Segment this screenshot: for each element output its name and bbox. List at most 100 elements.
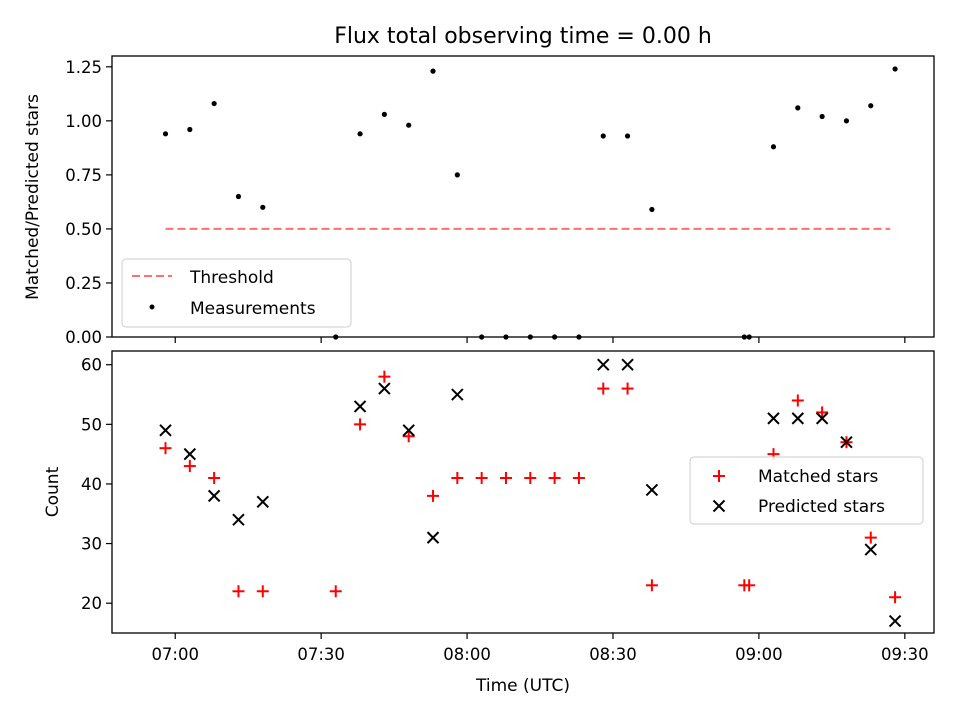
legend-matched-marker	[713, 470, 725, 482]
measurement-point	[843, 118, 850, 124]
bottom-x-ticks: 07:00 07:30 08:00 08:30 09:00 09:30	[151, 633, 929, 664]
y-tick-label: 1.25	[65, 58, 102, 77]
measurement-points	[162, 66, 898, 340]
legend-measurements-label: Measurements	[190, 299, 316, 319]
predicted-star-point	[451, 388, 464, 401]
top-y-axis-label: Matched/Predicted stars	[23, 94, 43, 300]
predicted-star-point	[621, 358, 634, 371]
predicted-star-point	[183, 447, 197, 461]
matched-star-point	[159, 442, 172, 455]
measurement-point	[868, 103, 874, 109]
predicted-star-point	[597, 358, 610, 371]
measurement-point	[430, 68, 436, 74]
predicted-star-point	[378, 382, 391, 395]
predicted-star-point	[815, 412, 829, 425]
legend-predicted-swatch	[712, 499, 726, 513]
y-tick-label: 0.00	[65, 328, 102, 347]
measurement-point	[260, 204, 266, 210]
measurement-point	[600, 133, 606, 139]
legend-predicted-marker	[712, 499, 726, 513]
legend-measurements-swatch	[149, 304, 155, 310]
x-tick-label: 07:00	[151, 645, 199, 664]
x-tick-label: 08:00	[443, 645, 491, 664]
bottom-y-axis-label: Count	[43, 466, 63, 517]
measurement-point	[211, 100, 217, 107]
legend-matched-label: Matched stars	[758, 467, 878, 487]
legend-threshold-label: Threshold	[189, 268, 274, 288]
measurement-point	[795, 105, 801, 111]
matched-star-point	[791, 394, 804, 407]
measurement-point	[406, 122, 412, 128]
matched-star-point	[208, 471, 221, 484]
x-axis-label: Time (UTC)	[475, 676, 570, 696]
predicted-star-point	[159, 424, 172, 437]
predicted-star-point	[256, 495, 269, 509]
matched-star-point	[889, 591, 902, 604]
matched-star-point	[183, 460, 196, 473]
predicted-star-point	[864, 543, 877, 556]
bottom-axes-frame	[111, 350, 935, 634]
measurement-point	[649, 206, 655, 213]
x-tick-label: 07:30	[297, 645, 345, 664]
y-tick-label: 40	[81, 475, 102, 494]
bottom-legend: Matched stars Predicted stars	[689, 456, 924, 525]
y-tick-label: 30	[81, 535, 102, 554]
predicted-star-point	[207, 489, 221, 503]
top-legend-box	[121, 258, 352, 328]
measurement-point	[162, 131, 169, 137]
predicted-star-point	[353, 400, 367, 413]
predicted-star-point	[426, 531, 440, 544]
matched-star-point	[427, 489, 440, 502]
bottom-y-ticks: 20 30 40 50 60	[81, 356, 112, 613]
x-tick-label: 08:30	[589, 645, 637, 664]
predicted-star-point	[645, 483, 659, 497]
y-tick-label: 50	[81, 415, 102, 434]
matched-star-point	[864, 531, 877, 544]
measurement-point	[770, 144, 777, 150]
legend-matched-swatch	[713, 470, 725, 482]
y-tick-label: 60	[81, 356, 102, 375]
measurement-point	[454, 172, 460, 178]
y-tick-label: 0.25	[65, 274, 102, 293]
y-tick-label: 0.50	[65, 220, 102, 239]
predicted-star-point	[402, 424, 415, 437]
matched-star-point	[475, 471, 488, 484]
matched-star-point	[816, 406, 829, 419]
legend-predicted-label: Predicted stars	[758, 497, 885, 517]
matched-star-point	[354, 418, 367, 431]
y-tick-label: 20	[81, 594, 102, 613]
top-legend: Threshold Measurements	[121, 258, 352, 328]
matched-star-point	[378, 370, 391, 383]
measurement-point	[892, 66, 898, 72]
matched-star-point	[572, 471, 585, 484]
measurement-point	[187, 126, 193, 133]
matched-star-point	[402, 430, 415, 443]
measurement-point	[235, 193, 242, 200]
measurement-point	[381, 111, 387, 117]
matched-star-point	[499, 471, 512, 484]
predicted-star-point	[767, 412, 780, 425]
bottom-plot-panel: 20 30 40 50 60 07:00 07:30 08:00 08:30 09:00 09:3…	[43, 350, 935, 696]
predicted-star-point	[791, 412, 805, 425]
matched-star-point	[256, 585, 269, 598]
top-x-ticks	[174, 337, 906, 343]
matched-star-point	[524, 471, 537, 484]
measurement-point	[357, 131, 363, 137]
measurement-point	[819, 113, 825, 120]
matched-star-point	[548, 471, 561, 484]
y-tick-label: 1.00	[65, 112, 102, 131]
predicted-star-point	[888, 614, 902, 628]
x-tick-label: 09:30	[881, 645, 929, 664]
matched-star-point	[743, 579, 756, 592]
matched-star-point	[645, 579, 658, 592]
matched-star-point	[597, 382, 610, 395]
count-points	[159, 358, 902, 628]
matched-star-point	[451, 471, 464, 484]
matched-star-point	[621, 382, 634, 395]
x-tick-label: 09:00	[735, 645, 783, 664]
measurement-point	[624, 133, 631, 139]
predicted-star-point	[232, 513, 245, 526]
predicted-star-point	[840, 436, 853, 449]
top-y-ticks: 0.00 0.25 0.50 0.75 1.00 1.25	[65, 58, 112, 347]
